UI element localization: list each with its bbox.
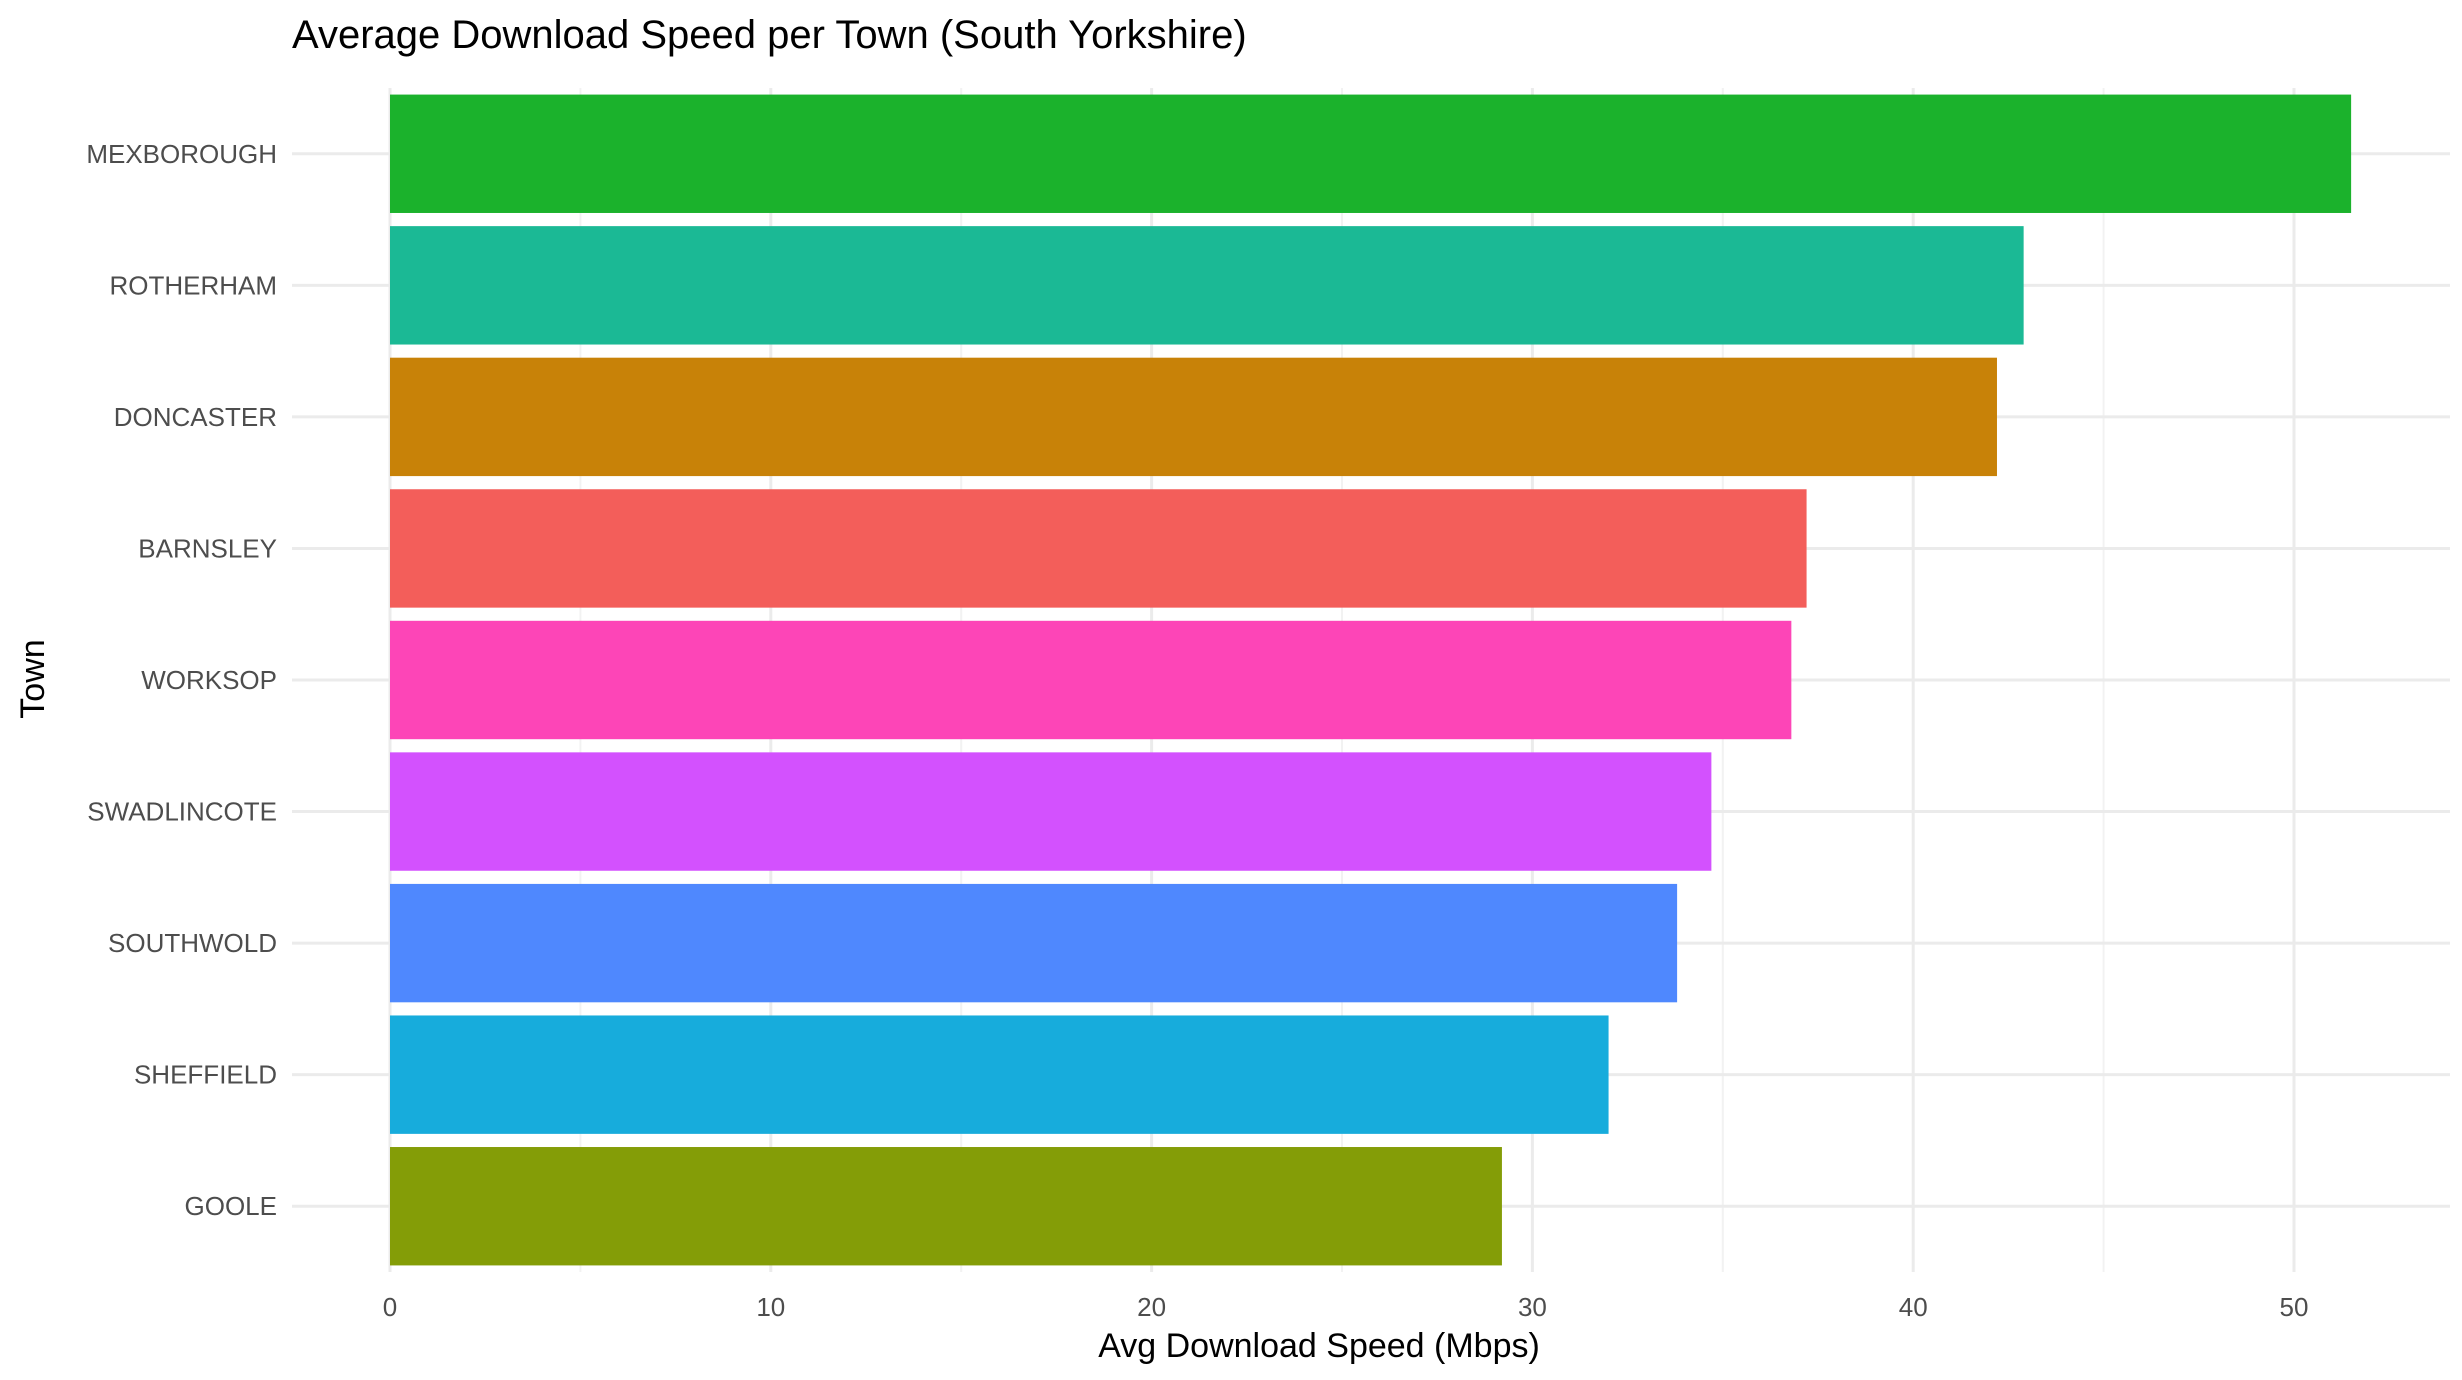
- bar-barnsley: [390, 489, 1807, 608]
- bar-southwold: [390, 883, 1678, 1003]
- bar-sheffield: [390, 1015, 1609, 1134]
- bar-worksop: [390, 620, 1792, 740]
- x-tick-label: 40: [1899, 1292, 1928, 1322]
- x-tick-label: 50: [2280, 1292, 2309, 1322]
- chart-title: Average Download Speed per Town (South Y…: [292, 13, 1247, 57]
- y-axis-title: Town: [14, 639, 52, 718]
- x-tick-label: 10: [756, 1292, 785, 1322]
- y-tick-label: SHEFFIELD: [134, 1060, 277, 1090]
- y-tick-label: WORKSOP: [141, 665, 277, 695]
- y-axis-tick-labels: MEXBOROUGH ROTHERHAM DONCASTER BARNSLEY WORK…: [86, 139, 277, 1221]
- x-axis-title: Avg Download Speed (Mbps): [1098, 1327, 1540, 1365]
- y-tick-label: ROTHERHAM: [109, 270, 277, 300]
- bar-doncaster: [390, 357, 1997, 477]
- y-tick-label: MEXBOROUGH: [86, 139, 277, 169]
- bars: [390, 94, 2352, 1266]
- x-axis-tick-labels: 0 10 20 30 40 50: [383, 1292, 2309, 1322]
- bar-swadlincote: [390, 752, 1712, 871]
- y-tick-label: SWADLINCOTE: [87, 797, 277, 827]
- bar-mexborough: [390, 94, 2352, 213]
- y-tick-label: GOOLE: [185, 1191, 277, 1221]
- x-tick-label: 20: [1137, 1292, 1166, 1322]
- x-tick-label: 0: [383, 1292, 397, 1322]
- y-tick-label: BARNSLEY: [138, 533, 277, 563]
- bar-goole: [390, 1147, 1502, 1266]
- y-tick-label: DONCASTER: [114, 402, 277, 432]
- x-tick-label: 30: [1518, 1292, 1547, 1322]
- bar-rotherham: [390, 226, 2024, 345]
- y-tick-label: SOUTHWOLD: [108, 928, 277, 958]
